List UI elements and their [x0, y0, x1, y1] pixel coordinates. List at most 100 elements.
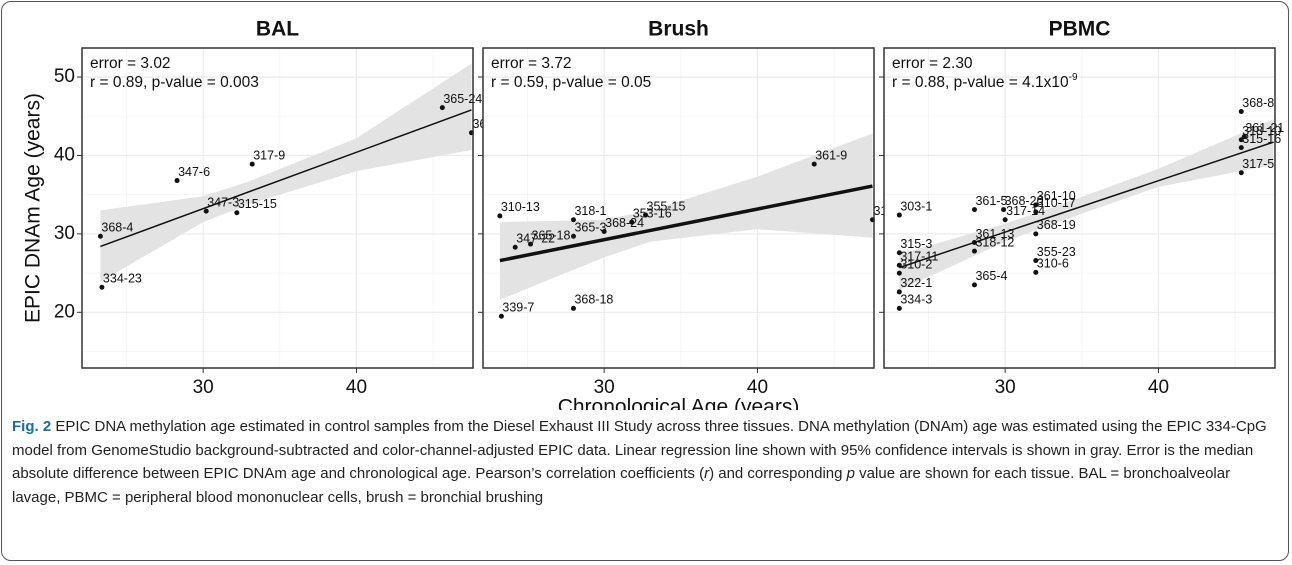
- caption-text: ) and corresponding: [709, 465, 847, 482]
- data-point: [498, 313, 504, 319]
- data-point: [971, 240, 977, 246]
- caption-label: Fig. 2: [12, 418, 52, 435]
- data-point: [896, 212, 902, 218]
- data-point: [971, 282, 977, 288]
- point-label: 322-1: [900, 276, 932, 290]
- data-point: [174, 178, 180, 184]
- point-label: 317-11: [900, 250, 938, 264]
- point-label: 368-24: [605, 216, 644, 230]
- point-label: 347-3: [207, 195, 239, 209]
- data-point: [249, 161, 255, 167]
- data-point: [528, 241, 534, 247]
- stat-annotation: r = 0.88, p-value = 4.1x10-9: [892, 72, 1078, 91]
- data-point: [203, 208, 209, 214]
- y-tick-label: 30: [54, 223, 75, 244]
- data-point: [439, 105, 445, 111]
- x-axis-label: Chronological Age (years): [558, 396, 800, 410]
- data-point: [643, 212, 649, 218]
- regression-line: [100, 109, 472, 248]
- caption-text: r: [704, 465, 710, 482]
- data-point: [1033, 202, 1039, 208]
- point-label: 355-15: [647, 199, 686, 213]
- point-label: 317-9: [253, 148, 285, 162]
- point-label: 368-4: [101, 221, 133, 235]
- point-label: 368-19: [1037, 218, 1076, 232]
- data-point: [497, 213, 503, 219]
- data-point: [896, 250, 902, 256]
- point-label: 317-5: [1242, 157, 1274, 171]
- panel-title: PBMC: [1049, 18, 1111, 41]
- panel-title: BAL: [256, 18, 299, 41]
- y-axis-label: EPIC DNAm Age (years): [22, 93, 45, 323]
- point-label: 303-1: [900, 199, 932, 213]
- data-point: [896, 270, 902, 276]
- x-tick-label: 40: [1148, 377, 1169, 398]
- data-point: [1238, 170, 1244, 176]
- caption-text: value are shown for each tissue. BAL = b…: [12, 465, 1231, 506]
- data-point: [512, 244, 518, 250]
- y-tick-label: 40: [54, 144, 75, 165]
- point-label: 317-14: [1006, 204, 1045, 218]
- x-tick-label: 30: [995, 377, 1016, 398]
- data-point: [896, 262, 902, 268]
- point-label: 347-22: [516, 232, 555, 246]
- caption-text: p: [846, 465, 856, 482]
- data-point: [99, 284, 105, 290]
- confidence-band: [100, 63, 472, 282]
- y-tick-label: 50: [54, 66, 75, 87]
- data-point: [1033, 258, 1039, 264]
- stat-annotation: error = 3.02: [90, 55, 171, 72]
- point-label: 355-23: [1037, 245, 1076, 259]
- point-label: 339-7: [502, 301, 534, 315]
- chart: 30 4020304050368-4334-23347-6317-9347-331…: [22, 18, 1285, 410]
- point-label: 353-16: [633, 206, 672, 220]
- data-point: [601, 229, 607, 235]
- y-tick-label: 20: [54, 301, 75, 322]
- point-label: 361-13: [975, 227, 1014, 241]
- data-point: [1033, 269, 1039, 275]
- point-label: 361-5: [975, 194, 1007, 208]
- data-point: [629, 219, 635, 225]
- data-point: [971, 207, 977, 213]
- confidence-band: [499, 133, 873, 300]
- point-label: 310-6: [1037, 257, 1069, 271]
- point-label: 318-12: [975, 235, 1014, 249]
- point-label: 318-10: [1242, 124, 1281, 138]
- data-point: [1002, 217, 1008, 223]
- regression-line: [499, 184, 873, 263]
- data-point: [1033, 231, 1039, 237]
- point-label: 368-8: [1242, 96, 1274, 110]
- data-point: [570, 305, 576, 311]
- x-tick-label: 40: [747, 377, 768, 398]
- point-label: 361-9: [815, 148, 847, 162]
- data-point: [971, 248, 977, 254]
- panel-title: Brush: [648, 18, 709, 41]
- data-point: [1033, 209, 1039, 215]
- data-point: [97, 233, 103, 239]
- point-label: 365-3: [574, 221, 606, 235]
- point-label: 365-18: [532, 228, 571, 242]
- point-label: 310-17: [1037, 196, 1076, 210]
- point-label: 315-15: [238, 197, 277, 211]
- regression-line: [899, 141, 1274, 269]
- point-label: 318-1: [574, 204, 606, 218]
- data-point: [896, 289, 902, 295]
- data-point: [234, 210, 240, 216]
- data-point: [896, 305, 902, 311]
- point-label: 334-3: [900, 293, 932, 307]
- data-point: [1241, 134, 1247, 140]
- caption: Fig. 2 EPIC DNA methylation age estimate…: [12, 415, 1280, 509]
- data-point: [811, 161, 817, 167]
- point-label: 365-24: [443, 92, 482, 106]
- data-point: [1001, 207, 1007, 213]
- stat-annotation: error = 2.30: [892, 55, 973, 72]
- point-label: 315-16: [1242, 132, 1281, 146]
- data-point: [1238, 109, 1244, 115]
- point-label: 368-18: [574, 293, 613, 307]
- panel-border: [81, 47, 474, 369]
- point-label: 334-23: [103, 272, 142, 286]
- caption-text: EPIC DNA methylation age estimated in co…: [12, 418, 1267, 482]
- x-tick-label: 40: [346, 377, 367, 398]
- data-point: [570, 233, 576, 239]
